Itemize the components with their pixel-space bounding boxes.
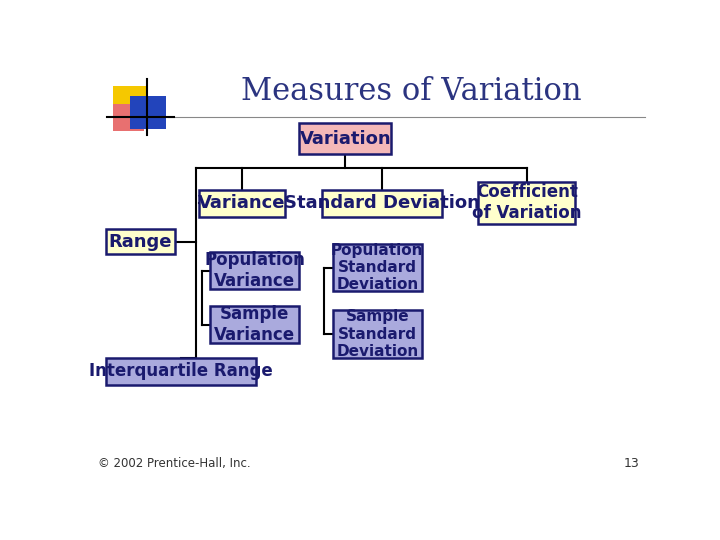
Text: Population
Standard
Deviation: Population Standard Deviation [331, 242, 423, 292]
FancyBboxPatch shape [210, 252, 300, 289]
FancyBboxPatch shape [333, 310, 422, 358]
Text: Standard Deviation: Standard Deviation [284, 194, 480, 212]
FancyBboxPatch shape [114, 104, 144, 131]
Text: Interquartile Range: Interquartile Range [89, 362, 273, 381]
Text: © 2002 Prentice-Hall, Inc.: © 2002 Prentice-Hall, Inc. [99, 457, 251, 470]
Text: Measures of Variation: Measures of Variation [240, 76, 581, 107]
FancyBboxPatch shape [106, 358, 256, 385]
FancyBboxPatch shape [478, 182, 575, 224]
FancyBboxPatch shape [210, 306, 300, 343]
Text: Coefficient
of Variation: Coefficient of Variation [472, 184, 581, 222]
Text: Variance: Variance [198, 194, 286, 212]
Text: Sample
Variance: Sample Variance [214, 305, 295, 344]
Text: 13: 13 [624, 457, 639, 470]
FancyBboxPatch shape [333, 244, 422, 292]
Text: Range: Range [109, 233, 172, 251]
Text: Sample
Standard
Deviation: Sample Standard Deviation [336, 309, 418, 359]
FancyBboxPatch shape [322, 190, 441, 217]
FancyBboxPatch shape [300, 123, 392, 154]
FancyBboxPatch shape [106, 229, 176, 254]
Text: Variation: Variation [300, 130, 391, 147]
FancyBboxPatch shape [199, 190, 285, 217]
FancyBboxPatch shape [130, 96, 166, 129]
Text: Population
Variance: Population Variance [204, 251, 305, 290]
FancyBboxPatch shape [114, 85, 147, 117]
